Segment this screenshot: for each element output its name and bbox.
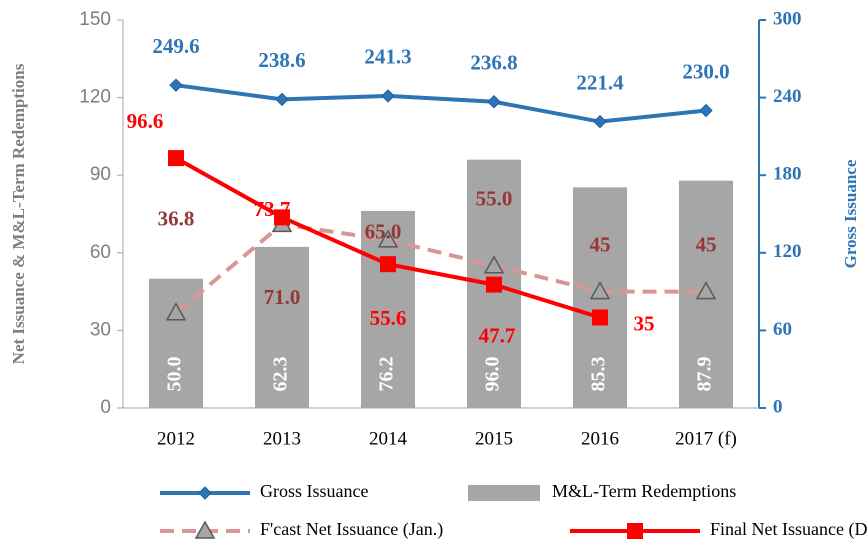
- point: [165, 302, 187, 321]
- point: [699, 103, 713, 118]
- y2-tick-label: 300: [773, 8, 802, 29]
- point: [169, 78, 183, 92]
- legend-marker: [627, 523, 643, 539]
- bar-value-label: 50.0: [164, 357, 186, 392]
- point-value-label: 241.3: [364, 45, 411, 69]
- line: [174, 222, 706, 315]
- point-value-label: 73.7: [254, 197, 291, 221]
- point: [487, 95, 501, 109]
- y-tick-label: 30: [90, 319, 111, 340]
- y-tick-label: 120: [79, 87, 111, 108]
- point-value-label: 45: [590, 232, 611, 256]
- point-value-label: 45: [696, 232, 717, 256]
- point: [274, 209, 290, 226]
- x-tick-label: 2013: [263, 428, 301, 449]
- bar-value-label: 85.3: [588, 357, 610, 392]
- point: [589, 281, 611, 300]
- x-tick-label: 2016: [581, 428, 619, 449]
- y-tick-label: 60: [90, 242, 111, 263]
- point-value-label: 249.6: [152, 34, 199, 58]
- y2-tick-label: 120: [773, 241, 802, 262]
- point: [486, 276, 502, 293]
- y-tick-label: 90: [90, 164, 111, 185]
- point-value-label: 47.7: [479, 323, 516, 347]
- bar: [149, 278, 203, 408]
- y2-tick-label: 60: [773, 319, 792, 340]
- point: [380, 256, 396, 273]
- point: [275, 92, 289, 107]
- legend-label: F'cast Net Issuance (Jan.): [260, 519, 443, 540]
- bar-value-label: 62.3: [270, 357, 292, 392]
- y-tick-label: 150: [79, 9, 111, 30]
- y2-axis-label: Gross Issuance: [841, 159, 860, 268]
- point: [483, 255, 505, 274]
- bar-value-label: 87.9: [694, 357, 716, 392]
- point: [695, 281, 717, 300]
- y2-tick-label: 180: [773, 164, 802, 185]
- legend-label: Final Net Issuance (Dec.): [710, 519, 868, 540]
- point: [593, 114, 607, 129]
- point-value-label: 96.6: [127, 109, 164, 133]
- y-axis-label: Net Issuance & M&L-Term Redemptions: [9, 63, 28, 364]
- legend-swatch: [468, 485, 540, 501]
- point: [592, 309, 608, 326]
- point-value-label: 55.0: [476, 187, 513, 211]
- legend-label: M&L-Term Redemptions: [552, 481, 736, 501]
- line: [175, 83, 707, 124]
- x-tick-label: 2017 (f): [675, 428, 737, 449]
- point-value-label: 238.6: [258, 48, 305, 72]
- bar-value-label: 96.0: [482, 357, 504, 392]
- point-value-label: 35: [634, 311, 655, 335]
- point-value-label: 36.8: [158, 207, 195, 231]
- legend-marker: [198, 486, 212, 500]
- point-value-label: 236.8: [470, 51, 517, 75]
- point: [168, 150, 184, 167]
- point-value-label: 221.4: [576, 70, 624, 94]
- x-tick-label: 2015: [475, 428, 513, 449]
- point: [381, 89, 395, 103]
- legend-label: Gross Issuance: [260, 481, 368, 501]
- bar: [255, 246, 309, 408]
- point-value-label: 55.6: [370, 306, 407, 330]
- y2-tick-label: 0: [773, 396, 783, 417]
- point: [377, 229, 399, 248]
- x-tick-label: 2012: [157, 428, 195, 449]
- x-tick-label: 2014: [369, 428, 408, 449]
- legend-marker: [194, 520, 216, 539]
- bar-value-label: 76.2: [376, 357, 398, 392]
- y-tick-label: 0: [100, 397, 111, 418]
- point-value-label: 65.0: [365, 220, 402, 244]
- point-value-label: 230.0: [682, 59, 729, 83]
- y2-tick-label: 240: [773, 86, 802, 107]
- point-value-label: 71.0: [264, 285, 301, 309]
